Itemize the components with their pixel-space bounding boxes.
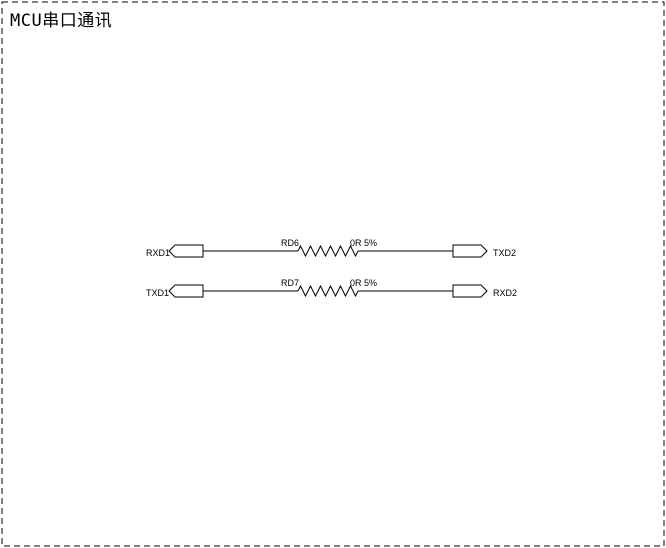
- schematic-svg: [0, 0, 666, 548]
- resistor-ref-rd6: RD6: [281, 238, 299, 248]
- resistor-ref-rd7: RD7: [281, 278, 299, 288]
- pin-label-rxd2: RXD2: [493, 288, 517, 298]
- pin-label-txd2: TXD2: [493, 248, 516, 258]
- resistor-val-rd7: 0R 5%: [350, 278, 377, 288]
- resistor-val-rd6: 0R 5%: [350, 238, 377, 248]
- pin-label-rxd1: RXD1: [146, 248, 170, 258]
- diagram-title: MCU串口通讯: [10, 6, 112, 31]
- pin-label-txd1: TXD1: [146, 288, 169, 298]
